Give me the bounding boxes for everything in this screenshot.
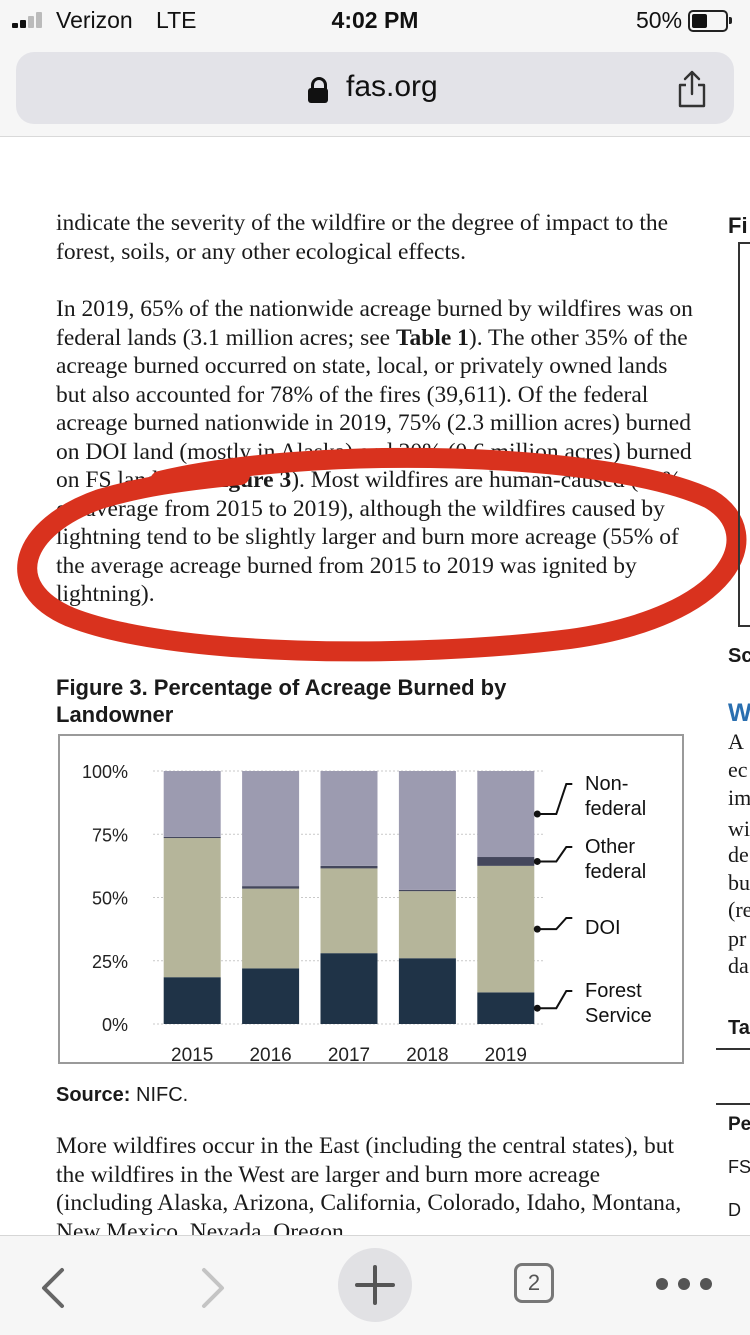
carrier-name: Verizon: [56, 7, 133, 33]
bar-segment: [320, 953, 378, 1024]
right-column-rule: [716, 1048, 750, 1050]
bar-segment: [320, 771, 378, 866]
bar-segment: [477, 992, 535, 1024]
chart-container: 100% 75% 50% 25% 0% 2015 2016 2017 2018 2019 Non-f…: [58, 734, 684, 1066]
y-tick-label: 50%: [92, 889, 128, 909]
paragraph-severity: indicate the severity of the wildfire or…: [56, 210, 669, 265]
bar-segment: [163, 836, 221, 839]
right-column-heading: W: [728, 699, 750, 727]
legend-leader-line: [534, 846, 573, 863]
clock: 4:02 PM: [331, 7, 419, 33]
bar-segment: [242, 886, 300, 889]
bar-segment: [398, 958, 456, 1024]
bar-segment: [242, 888, 300, 969]
legend-label: Non-federal: [585, 773, 646, 820]
more-options-icon[interactable]: [654, 1276, 714, 1292]
right-column-table-header: Pe: [728, 1114, 750, 1135]
right-column-table-row: FS: [728, 1157, 750, 1177]
address-bar[interactable]: fas.org: [16, 52, 734, 124]
legend-label: Forest Service: [585, 980, 652, 1027]
lock-icon: [308, 77, 328, 103]
right-column-text-line: pr: [728, 926, 747, 951]
bar-segment: [163, 838, 221, 978]
right-column-text-line: bu: [728, 870, 750, 895]
x-tick-label: 2017: [328, 1045, 370, 1062]
browser-toolbar: 2: [0, 1235, 750, 1335]
right-column-table-row: D: [728, 1200, 741, 1220]
plus-icon: [355, 1265, 395, 1305]
right-column-source-label: Sc: [728, 645, 750, 667]
bar-segment: [398, 889, 456, 892]
bar-segment: [398, 891, 456, 959]
status-bar: Verizon LTE 4:02 PM 50%: [0, 0, 750, 40]
right-column-text-line: im: [728, 785, 750, 810]
red-annotation-circle: [17, 447, 747, 662]
table-1-reference[interactable]: Table 1: [395, 324, 469, 351]
figure-title: Figure 3. Percentage of Acreage Burned b…: [56, 675, 507, 727]
legend-leader-line: [534, 990, 573, 1010]
url-text: fas.org: [346, 70, 438, 103]
forward-icon[interactable]: [196, 1266, 230, 1310]
bar-segment: [477, 865, 535, 993]
right-column-text-line: A: [728, 729, 744, 754]
right-column-table-label: Ta: [728, 1017, 750, 1039]
bar-segment: [242, 968, 300, 1024]
legend-label: Other federal: [585, 836, 646, 883]
new-tab-button[interactable]: [338, 1248, 412, 1322]
legend-label: DOI: [585, 917, 621, 939]
back-icon[interactable]: [36, 1266, 70, 1310]
right-column-figure-label: Fi: [728, 213, 748, 238]
paragraph-acreage: In 2019, 65% of the nationwide acreage b…: [56, 296, 693, 607]
x-tick-label: 2015: [171, 1045, 213, 1062]
y-tick-label: 0%: [102, 1015, 128, 1035]
bar-segment: [320, 865, 378, 869]
legend-marker: [533, 810, 541, 818]
x-tick-label: 2018: [406, 1045, 448, 1062]
legend-leader-line: [534, 783, 573, 816]
right-column-text-line: da: [728, 953, 749, 978]
legend-marker: [533, 1004, 541, 1012]
signal-strength-icon: [12, 12, 48, 28]
bar-segment: [477, 771, 535, 858]
browser-address-area: fas.org: [0, 40, 750, 137]
right-column-rule: [716, 1103, 750, 1105]
x-tick-label: 2019: [485, 1045, 527, 1062]
legend-marker: [533, 925, 541, 933]
battery-icon: [688, 10, 732, 32]
y-tick-label: 25%: [92, 952, 128, 972]
right-column-figure-frame: [738, 242, 750, 627]
right-column-text-line: ec: [728, 757, 748, 782]
bar-segment: [477, 857, 535, 866]
legend-leader-line: [534, 917, 573, 931]
bar-segment: [398, 771, 456, 890]
bar-segment: [242, 771, 300, 887]
battery-percentage: 50%: [636, 7, 683, 33]
legend-marker: [533, 857, 541, 865]
y-tick-label: 75%: [92, 825, 128, 845]
figure-source: Source: NIFC.: [56, 1084, 189, 1106]
network-type: LTE: [156, 7, 197, 33]
bar-segment: [163, 771, 221, 837]
right-column-text-line: de: [728, 842, 749, 867]
stacked-bar-chart: 100% 75% 50% 25% 0% 2015 2016 2017 2018 2019 Non-f…: [82, 762, 652, 1066]
tabs-button[interactable]: 2: [514, 1263, 554, 1303]
x-tick-label: 2016: [249, 1045, 291, 1062]
right-column-text-line: wi: [728, 816, 750, 841]
bar-segment: [320, 868, 378, 954]
bar-segment: [163, 977, 221, 1024]
share-icon[interactable]: [676, 70, 708, 108]
document-page[interactable]: indicate the severity of the wildfire or…: [0, 137, 750, 1235]
paragraph-east-west: More wildfires occur in the East (includ…: [56, 1133, 682, 1235]
y-tick-label: 100%: [82, 762, 128, 782]
right-column-text-line: (re: [728, 897, 750, 922]
